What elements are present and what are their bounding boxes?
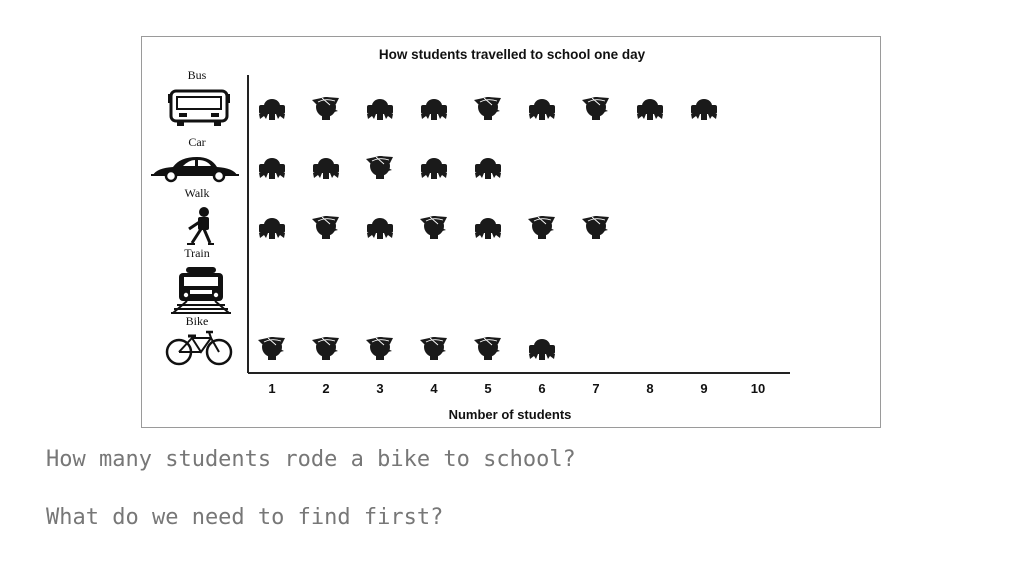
- x-tick-5: 5: [484, 381, 491, 396]
- chart-title: How students travelled to school one day: [379, 47, 646, 62]
- student-symbol-bus-4: [421, 99, 447, 120]
- student-symbol-walk-7: [581, 215, 610, 240]
- student-symbol-car-4: [421, 158, 447, 179]
- bicycle-icon: [165, 330, 233, 366]
- train-icon: [171, 267, 231, 314]
- student-symbol-walk-2: [311, 215, 340, 240]
- student-symbol-bus-8: [637, 99, 663, 120]
- student-symbol-walk-1: [259, 218, 285, 239]
- x-tick-labels: 1 2 3 4 5 6 7 8 9 10: [268, 381, 765, 396]
- student-symbol-bike-1: [257, 336, 286, 361]
- student-symbol-car-3: [365, 155, 394, 180]
- student-symbol-bus-3: [367, 99, 393, 120]
- category-label-train: Train: [184, 246, 210, 260]
- student-symbol-walk-6: [527, 215, 556, 240]
- student-symbol-bus-7: [581, 96, 610, 121]
- student-symbol-walk-3: [367, 218, 393, 239]
- student-symbol-bus-5: [473, 96, 502, 121]
- category-label-bike: Bike: [186, 314, 209, 328]
- student-symbol-walk-5: [475, 218, 501, 239]
- x-tick-8: 8: [646, 381, 653, 396]
- bus-icon: [168, 89, 230, 126]
- x-tick-4: 4: [430, 381, 438, 396]
- x-tick-9: 9: [700, 381, 707, 396]
- x-tick-7: 7: [592, 381, 599, 396]
- x-axis-label: Number of students: [449, 407, 572, 422]
- question-first-step: What do we need to find first?: [46, 505, 444, 530]
- walking-student-icon: [187, 207, 214, 245]
- x-tick-10: 10: [751, 381, 765, 396]
- x-tick-6: 6: [538, 381, 545, 396]
- question-bike-count: How many students rode a bike to school?: [46, 447, 576, 472]
- student-symbol-bike-5: [473, 336, 502, 361]
- student-symbol-bus-6: [529, 99, 555, 120]
- x-tick-1: 1: [268, 381, 275, 396]
- student-symbol-car-2: [313, 158, 339, 179]
- student-symbol-bus-2: [311, 96, 340, 121]
- pictogram-chart: How students travelled to school one day…: [141, 36, 881, 428]
- pictogram-symbols: [257, 96, 717, 361]
- student-symbol-bus-1: [259, 99, 285, 120]
- student-symbol-bike-4: [419, 336, 448, 361]
- category-label-bus: Bus: [188, 68, 207, 82]
- chart-canvas: How students travelled to school one day…: [151, 47, 790, 422]
- car-icon: [151, 157, 239, 183]
- x-tick-3: 3: [376, 381, 383, 396]
- category-labels: Bus Car Walk Train Bike: [184, 68, 210, 328]
- student-symbol-bike-2: [311, 336, 340, 361]
- category-label-car: Car: [188, 135, 205, 149]
- student-symbol-walk-4: [419, 215, 448, 240]
- student-symbol-bike-6: [529, 339, 555, 360]
- student-symbol-car-1: [259, 158, 285, 179]
- student-symbol-bike-3: [365, 336, 394, 361]
- student-symbol-car-5: [475, 158, 501, 179]
- x-tick-2: 2: [322, 381, 329, 396]
- student-symbol-bus-9: [691, 99, 717, 120]
- category-label-walk: Walk: [184, 186, 209, 200]
